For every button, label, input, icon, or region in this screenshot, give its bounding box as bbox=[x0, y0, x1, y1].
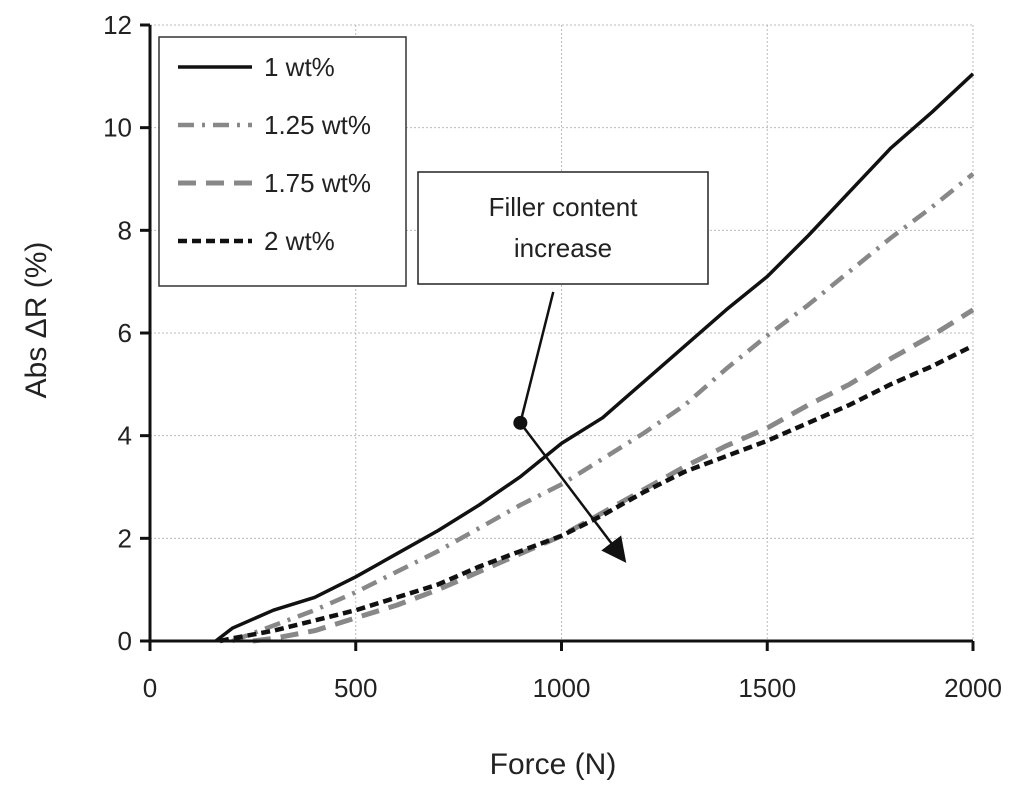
legend: 1 wt% 1.25 wt% 1.75 wt% 2 wt% bbox=[158, 36, 407, 287]
y-tick-label: 4 bbox=[118, 421, 132, 451]
x-tick-label: 500 bbox=[334, 673, 377, 703]
y-tick-label: 12 bbox=[103, 10, 132, 40]
legend-label: 1.25 wt% bbox=[264, 110, 371, 140]
tick-labels: 0 500 1000 1500 2000 0 2 4 6 8 10 12 bbox=[103, 10, 1002, 703]
series-line-1-wt bbox=[214, 72, 975, 643]
legend-label: 2 wt% bbox=[264, 226, 335, 256]
annotation-line-1: Filler content bbox=[489, 192, 639, 222]
series-line-2-wt bbox=[219, 343, 975, 644]
annotation-line-2: increase bbox=[514, 233, 612, 263]
x-tick-label: 1000 bbox=[533, 673, 591, 703]
y-axis-title: Abs ΔR (%) bbox=[20, 242, 53, 399]
series-layer bbox=[214, 72, 975, 644]
x-tick-label: 0 bbox=[143, 673, 157, 703]
x-tick-label: 2000 bbox=[944, 673, 1002, 703]
y-tick-label: 6 bbox=[118, 318, 132, 348]
annotation-pointer-line bbox=[519, 291, 555, 424]
y-tick-label: 2 bbox=[118, 523, 132, 553]
legend-label: 1.75 wt% bbox=[264, 168, 371, 198]
annotation-arrow bbox=[519, 422, 627, 563]
y-tick-label: 10 bbox=[103, 113, 132, 143]
y-tick-label: 0 bbox=[118, 626, 132, 656]
y-tick-label: 8 bbox=[118, 215, 132, 245]
x-axis-title: Force (N) bbox=[490, 748, 617, 781]
annotation: Filler content increase bbox=[417, 171, 709, 563]
series-line-1-75-wt bbox=[252, 307, 975, 644]
x-tick-label: 1500 bbox=[738, 673, 796, 703]
legend-label: 1 wt% bbox=[264, 52, 335, 82]
axes bbox=[140, 23, 975, 651]
annotation-box bbox=[417, 171, 709, 285]
legend-box bbox=[158, 36, 407, 287]
